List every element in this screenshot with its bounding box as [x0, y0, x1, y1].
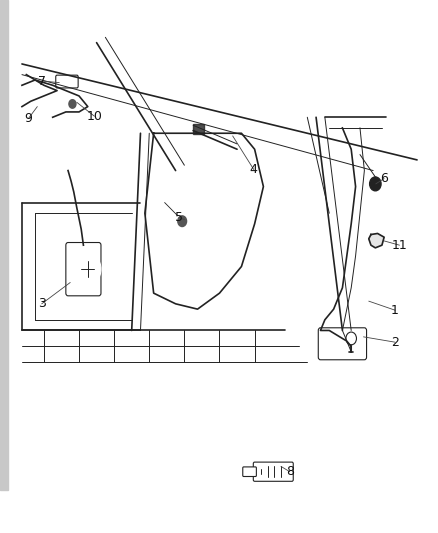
Text: 9: 9: [25, 112, 32, 125]
FancyBboxPatch shape: [242, 467, 256, 477]
Text: 1: 1: [390, 304, 398, 317]
Text: 2: 2: [390, 336, 398, 349]
Text: 8: 8: [285, 465, 293, 478]
Text: 10: 10: [86, 110, 102, 123]
Text: 11: 11: [391, 239, 406, 252]
Circle shape: [369, 177, 380, 191]
FancyBboxPatch shape: [66, 243, 101, 296]
Circle shape: [69, 100, 76, 108]
FancyBboxPatch shape: [318, 328, 366, 360]
Text: 6: 6: [379, 172, 387, 185]
Bar: [0, 0, 8, 490]
Bar: [193, 124, 204, 134]
Text: 4: 4: [249, 163, 257, 176]
Text: 7: 7: [38, 75, 46, 87]
Text: 3: 3: [38, 297, 46, 310]
Text: 5: 5: [175, 211, 183, 224]
Circle shape: [74, 253, 101, 285]
Circle shape: [177, 216, 186, 227]
FancyBboxPatch shape: [56, 75, 78, 88]
Polygon shape: [368, 233, 383, 248]
FancyBboxPatch shape: [253, 462, 293, 481]
